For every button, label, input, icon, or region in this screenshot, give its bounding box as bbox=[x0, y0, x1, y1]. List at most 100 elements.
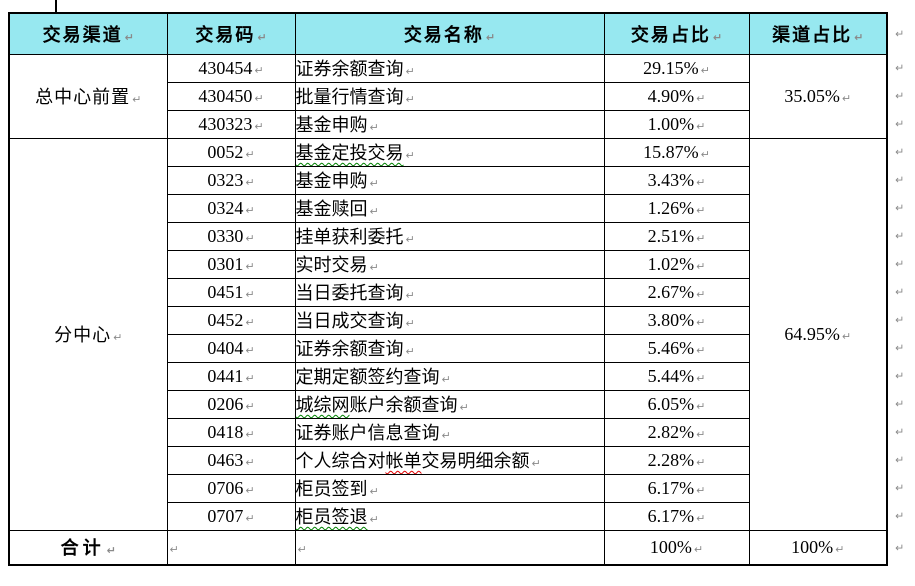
name-cell[interactable]: 当日成交查询 ↵ bbox=[294, 305, 605, 335]
name-cell[interactable]: 城综网账户余额查询 ↵ bbox=[294, 389, 605, 419]
tx-share-cell-text: 2.67% bbox=[647, 281, 695, 302]
tx-share-cell[interactable]: 2.67% ↵ bbox=[603, 277, 750, 307]
tx-share-cell-text: 4.90% bbox=[647, 85, 695, 106]
tx-share-cell[interactable]: 6.17% ↵ bbox=[603, 501, 750, 531]
tx-share-cell[interactable]: 2.51% ↵ bbox=[603, 221, 750, 251]
total-channel-share-cell[interactable]: 100% ↵ bbox=[748, 529, 888, 566]
code-cell[interactable]: 0451 ↵ bbox=[166, 277, 296, 307]
code-cell-text: 0706 bbox=[207, 477, 244, 498]
name-cell[interactable]: 实时交易 ↵ bbox=[294, 249, 605, 279]
code-cell[interactable]: 0463 ↵ bbox=[166, 445, 296, 475]
tx-share-cell[interactable]: 5.46% ↵ bbox=[603, 333, 750, 363]
tx-share-cell-text: 2.51% bbox=[647, 225, 695, 246]
channel-cell[interactable]: 分中心 ↵ bbox=[8, 137, 168, 531]
paragraph-mark: ↵ bbox=[405, 233, 415, 246]
end-of-row-mark: ↵ bbox=[895, 61, 905, 75]
paragraph-mark: ↵ bbox=[696, 511, 706, 525]
paragraph-mark: ↵ bbox=[696, 343, 706, 357]
tx-share-cell[interactable]: 29.15% ↵ bbox=[603, 53, 750, 83]
paragraph-mark: ↵ bbox=[854, 30, 864, 44]
tx-share-cell[interactable]: 2.28% ↵ bbox=[603, 445, 750, 475]
code-cell[interactable]: 0707 ↵ bbox=[166, 501, 296, 531]
name-cell[interactable]: 挂单获利委托 ↵ bbox=[294, 221, 605, 251]
paragraph-mark: ↵ bbox=[369, 513, 379, 526]
table-row: 0452 ↵ 当日成交查询 ↵ 3.80% ↵ bbox=[9, 305, 887, 335]
name-text: 基金申购 bbox=[295, 171, 368, 191]
tx-share-cell[interactable]: 3.43% ↵ bbox=[603, 165, 750, 195]
code-cell[interactable]: 0052 ↵ bbox=[166, 137, 296, 167]
channel-share-cell[interactable]: 64.95% ↵ bbox=[748, 137, 888, 531]
tx-share-cell[interactable]: 15.87% ↵ bbox=[603, 137, 750, 167]
col-header-tx-share[interactable]: 交易占比 ↵ bbox=[603, 12, 750, 55]
paragraph-mark: ↵ bbox=[113, 331, 123, 344]
col-header-name[interactable]: 交易名称 ↵ bbox=[294, 12, 605, 55]
paragraph-mark: ↵ bbox=[297, 542, 307, 556]
end-of-row-mark: ↵ bbox=[895, 201, 905, 215]
name-text: 批量行情查询 bbox=[295, 87, 404, 107]
name-cell[interactable]: 证券账户信息查询 ↵ bbox=[294, 417, 605, 447]
code-cell[interactable]: 0452 ↵ bbox=[166, 305, 296, 335]
code-cell[interactable]: 0206 ↵ bbox=[166, 389, 296, 419]
name-cell[interactable]: 基金申购 ↵ bbox=[294, 109, 605, 139]
name-cell[interactable]: 基金申购 ↵ bbox=[294, 165, 605, 195]
paragraph-mark: ↵ bbox=[696, 259, 706, 273]
code-cell[interactable]: 0323 ↵ bbox=[166, 165, 296, 195]
code-cell[interactable]: 0330 ↵ bbox=[166, 221, 296, 251]
end-of-row-mark: ↵ bbox=[895, 481, 905, 495]
paragraph-mark: ↵ bbox=[245, 287, 255, 301]
tx-share-cell[interactable]: 1.26% ↵ bbox=[603, 193, 750, 223]
tx-share-cell[interactable]: 6.17% ↵ bbox=[603, 473, 750, 503]
end-of-row-mark: ↵ bbox=[895, 509, 905, 523]
paragraph-mark: ↵ bbox=[696, 371, 706, 385]
tx-share-cell[interactable]: 1.00% ↵ bbox=[603, 109, 750, 139]
table-row: 0418 ↵ 证券账户信息查询 ↵ 2.82% ↵ bbox=[9, 417, 887, 447]
code-cell[interactable]: 430454 ↵ bbox=[166, 53, 296, 83]
total-code-cell-empty[interactable]: ↵ bbox=[166, 529, 296, 566]
name-cell[interactable]: 证券余额查询 ↵ bbox=[294, 53, 605, 83]
col-header-code[interactable]: 交易码 ↵ bbox=[166, 12, 296, 55]
table-row: 0463 ↵ 个人综合对帐单交易明细余额 ↵ 2.28% ↵ bbox=[9, 445, 887, 475]
tx-share-cell[interactable]: 2.82% ↵ bbox=[603, 417, 750, 447]
name-cell[interactable]: 柜员签到 ↵ bbox=[294, 473, 605, 503]
code-cell[interactable]: 0324 ↵ bbox=[166, 193, 296, 223]
code-cell[interactable]: 430323 ↵ bbox=[166, 109, 296, 139]
channel-share-cell[interactable]: 35.05% ↵ bbox=[748, 53, 888, 139]
code-cell-text: 0441 bbox=[207, 365, 244, 386]
code-cell-text: 0451 bbox=[207, 281, 244, 302]
channel-cell[interactable]: 总中心前置 ↵ bbox=[8, 53, 168, 139]
tx-share-cell[interactable]: 4.90% ↵ bbox=[603, 81, 750, 111]
name-cell[interactable]: 定期定额签约查询 ↵ bbox=[294, 361, 605, 391]
tx-share-cell[interactable]: 3.80% ↵ bbox=[603, 305, 750, 335]
col-header-channel-share[interactable]: 渠道占比 ↵ bbox=[748, 12, 888, 55]
name-cell[interactable]: 基金赎回 ↵ bbox=[294, 193, 605, 223]
col-header-channel[interactable]: 交易渠道 ↵ bbox=[8, 12, 168, 55]
paragraph-mark: ↵ bbox=[441, 373, 451, 386]
name-cell[interactable]: 基金定投交易 ↵ bbox=[294, 137, 605, 167]
total-name-cell-empty[interactable]: ↵ bbox=[294, 529, 605, 566]
total-label-cell[interactable]: 合计 ↵ bbox=[8, 529, 168, 566]
code-cell-text: 0463 bbox=[207, 449, 244, 470]
tx-share-cell[interactable]: 5.44% ↵ bbox=[603, 361, 750, 391]
tx-share-cell[interactable]: 1.02% ↵ bbox=[603, 249, 750, 279]
name-text: 实时交易 bbox=[295, 255, 368, 275]
end-of-row-mark: ↵ bbox=[895, 173, 905, 187]
name-text: 证券账户信息查询 bbox=[295, 423, 440, 443]
code-cell[interactable]: 0418 ↵ bbox=[166, 417, 296, 447]
name-cell[interactable]: 批量行情查询 ↵ bbox=[294, 81, 605, 111]
code-cell[interactable]: 430450 ↵ bbox=[166, 81, 296, 111]
paragraph-mark: ↵ bbox=[245, 427, 255, 441]
table-body: 总中心前置 ↵ 430454 ↵ 证券余额查询 ↵ 29.15% ↵ 35.05% ↵ 430450… bbox=[8, 53, 888, 531]
code-cell-text: 430450 bbox=[198, 85, 253, 106]
tx-share-cell[interactable]: 6.05% ↵ bbox=[603, 389, 750, 419]
total-tx-share-cell[interactable]: 100% ↵ bbox=[603, 529, 750, 566]
text-cursor bbox=[55, 0, 57, 12]
code-cell[interactable]: 0404 ↵ bbox=[166, 333, 296, 363]
code-cell[interactable]: 0301 ↵ bbox=[166, 249, 296, 279]
code-cell[interactable]: 0706 ↵ bbox=[166, 473, 296, 503]
name-cell[interactable]: 证券余额查询 ↵ bbox=[294, 333, 605, 363]
name-cell[interactable]: 柜员签退 ↵ bbox=[294, 501, 605, 531]
name-cell[interactable]: 个人综合对帐单交易明细余额 ↵ bbox=[294, 445, 605, 475]
paragraph-mark: ↵ bbox=[696, 119, 706, 133]
code-cell[interactable]: 0441 ↵ bbox=[166, 361, 296, 391]
name-cell[interactable]: 当日委托查询 ↵ bbox=[294, 277, 605, 307]
